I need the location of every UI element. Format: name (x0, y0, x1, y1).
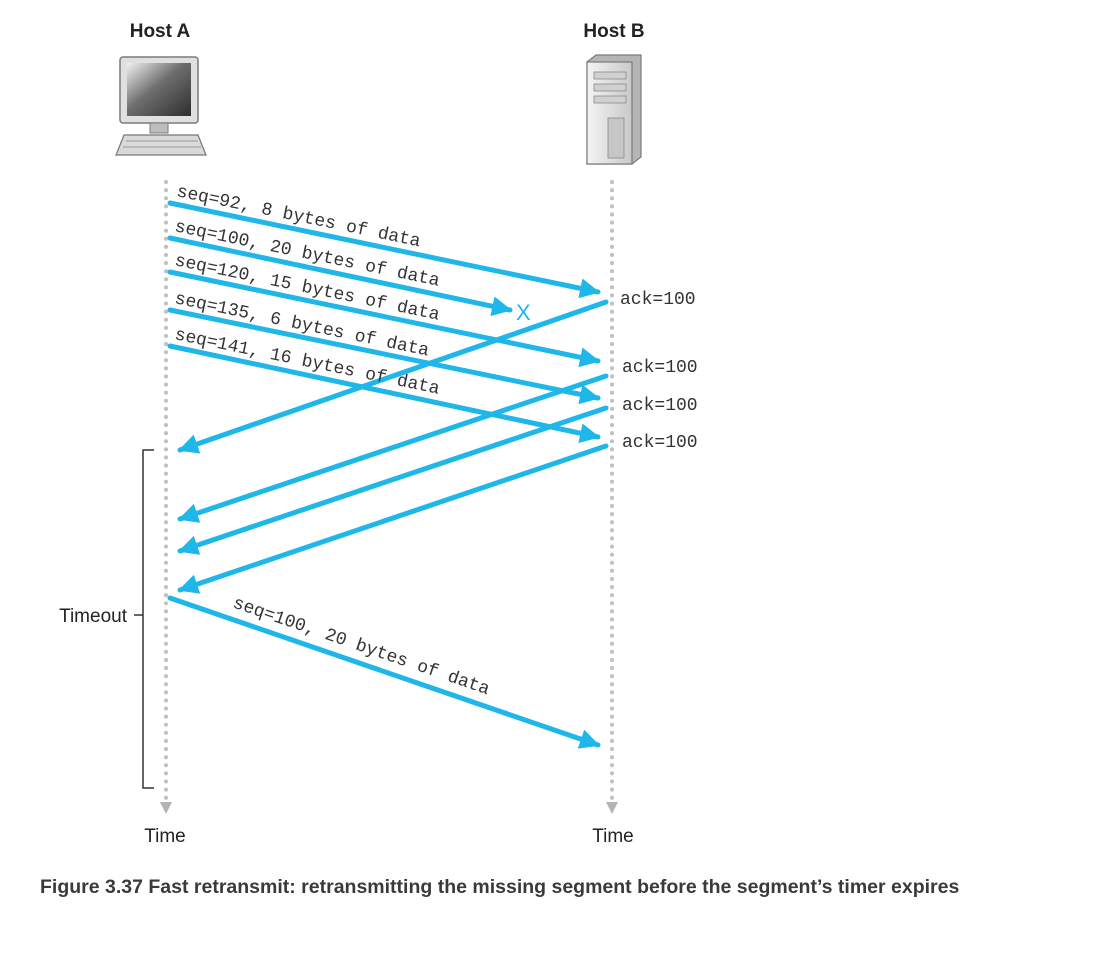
ack-label: ack=100 (622, 396, 698, 416)
host-b-label: Host B (583, 21, 644, 42)
figure-caption: Figure 3.37 Fast retransmit: retransmitt… (40, 872, 1080, 902)
retransmission-label: seq=100, 20 bytes of data (230, 594, 492, 700)
host-a-time-label: Time (144, 826, 186, 847)
segment-seq-92-arrow (167, 200, 601, 299)
ack-arrow-2 (177, 373, 609, 523)
ack-arrow-3 (177, 405, 609, 555)
host-b-time-label: Time (592, 826, 634, 847)
figure-number: Figure 3.37 (40, 876, 143, 898)
ack-label: ack=100 (622, 433, 698, 453)
ack-label: ack=100 (620, 290, 696, 310)
fast-retransmit-diagram: Host A Host B Time Time Timeout (59, 21, 698, 847)
server-icon (586, 54, 642, 165)
ack-arrow-1 (177, 299, 609, 454)
timeout-bracket (134, 449, 154, 789)
segment-seq-135-arrow (167, 307, 601, 405)
ack-arrow-4 (177, 443, 609, 594)
host-a-time-arrow-icon (160, 802, 172, 814)
segment-seq-120-arrow (167, 269, 601, 368)
timeout-label: Timeout (59, 606, 128, 627)
segment-seq-100-arrow (167, 235, 513, 317)
host-a-label: Host A (130, 21, 191, 42)
ack-label: ack=100 (622, 358, 698, 378)
retransmission-arrow (167, 595, 601, 749)
desktop-computer-icon (115, 56, 207, 156)
host-b-time-arrow-icon (606, 802, 618, 814)
segment-seq-141-arrow (167, 343, 601, 444)
figure-caption-text: Fast retransmit: retransmitting the miss… (148, 876, 960, 898)
segment-lost-x-marker: X (516, 300, 531, 325)
